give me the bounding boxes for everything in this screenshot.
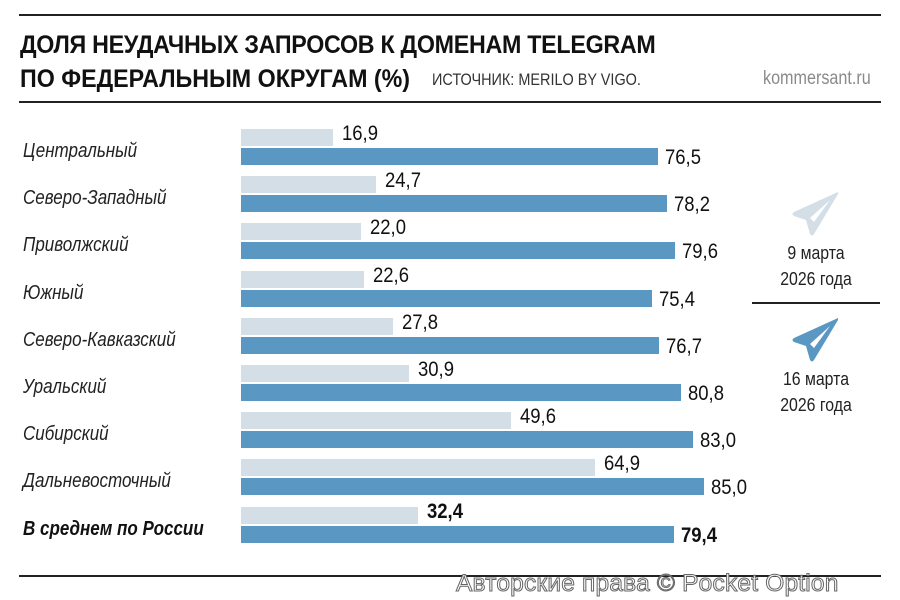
bar-9-march (241, 176, 376, 194)
legend-year-curr: 2026 года (780, 395, 852, 415)
value-label-16-march: 76,7 (666, 334, 702, 358)
value-label-9-march: 22,6 (373, 263, 410, 287)
telegram-plane-icon (792, 192, 838, 236)
value-label-9-march: 64,9 (603, 452, 640, 476)
header-rule (19, 101, 881, 103)
source-note: ИСТОЧНИК: MERILO BY VIGO. (432, 70, 641, 89)
district-label: Дальневосточный (23, 470, 171, 493)
district-label: Уральский (23, 376, 107, 398)
district-row: Северо-Западный 24,7 78,2 (0, 170, 760, 222)
value-label-9-march: 24,7 (384, 169, 421, 193)
district-row: Дальневосточный 64,9 85,0 (0, 453, 760, 505)
chart-title-line1: ДОЛЯ НЕУДАЧНЫХ ЗАПРОСОВ К ДОМЕНАМ TELEGR… (20, 31, 656, 59)
legend-date-curr: 16 марта (782, 369, 850, 389)
bar-16-march (241, 289, 652, 307)
value-label-9-march: 27,8 (401, 310, 438, 334)
bar-16-march (241, 384, 682, 401)
district-label: Сибирский (23, 423, 109, 446)
district-row: Сибирский 49,6 83,0 (0, 406, 760, 458)
value-label-9-march: 49,6 (520, 405, 557, 429)
district-label: Центральный (23, 140, 138, 162)
bar-9-march (241, 270, 365, 288)
district-row: Приволжский 22,0 79,6 (0, 217, 760, 269)
top-rule (19, 14, 881, 16)
district-row: Центральный 16,9 76,5 (0, 123, 760, 175)
legend-divider (752, 302, 880, 304)
watermark: Авторские права © Pocket Option (455, 570, 839, 598)
district-row: Уральский 30,9 80,8 (0, 359, 760, 411)
legend: 9 марта 2026 года 16 марта 2026 года (752, 190, 880, 418)
bar-16-march (241, 525, 674, 543)
chart-title-line2: ПО ФЕДЕРАЛЬНЫМ ОКРУГАМ (%) (20, 65, 411, 93)
legend-item-prev: 9 марта 2026 года (752, 190, 880, 292)
value-label-9-march: 16,9 (342, 122, 379, 145)
bar-9-march (241, 223, 361, 241)
district-label: Приволжский (23, 234, 129, 257)
value-label-16-march: 78,2 (674, 193, 711, 217)
district-label: В среднем по России (23, 517, 204, 540)
average-row: В среднем по России 32,4 79,4 (0, 501, 760, 553)
legend-year-prev: 2026 года (780, 269, 852, 289)
bar-9-march (241, 317, 393, 335)
value-label-16-march: 83,0 (700, 429, 737, 453)
district-label: Северо-Западный (23, 187, 167, 210)
value-label-16-march: 79,4 (680, 523, 717, 547)
bar-16-march (241, 478, 705, 496)
bar-9-march (241, 365, 410, 382)
bar-9-march (241, 506, 418, 524)
bar-16-march (241, 431, 694, 449)
legend-item-curr: 16 марта 2026 года (752, 316, 880, 418)
value-label-16-march: 80,8 (688, 382, 725, 405)
district-label: Южный (23, 281, 84, 304)
value-label-16-march: 79,6 (681, 240, 718, 264)
brand-link: kommersant.ru (763, 68, 871, 89)
bar-16-march (241, 336, 659, 354)
legend-date-prev: 9 марта (787, 243, 845, 263)
bar-9-march (241, 129, 334, 146)
value-label-9-march: 32,4 (426, 499, 463, 523)
value-label-16-march: 76,5 (664, 146, 701, 169)
district-row: Южный 22,6 75,4 (0, 265, 760, 317)
bar-9-march (241, 459, 595, 477)
bar-16-march (241, 242, 675, 260)
bar-9-march (241, 412, 512, 430)
value-label-16-march: 85,0 (711, 476, 748, 500)
value-label-9-march: 22,0 (369, 216, 406, 240)
bar-16-march (241, 195, 668, 213)
district-row: Северо-Кавказский 27,8 76,7 (0, 312, 760, 364)
value-label-9-march: 30,9 (418, 358, 455, 381)
district-label: Северо-Кавказский (23, 328, 176, 351)
bottom-rule (19, 575, 881, 577)
value-label-16-march: 75,4 (658, 287, 695, 311)
telegram-plane-icon (792, 318, 838, 362)
bar-16-march (241, 148, 658, 165)
